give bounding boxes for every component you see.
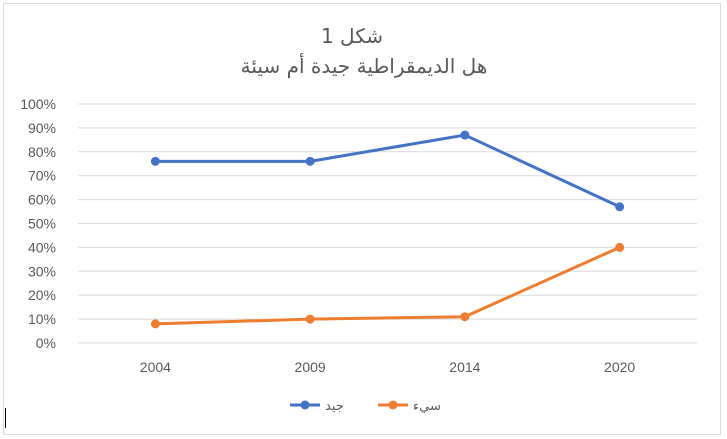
y-tick-label: 100% (20, 96, 56, 112)
chart-title: شكل 1 (321, 24, 383, 48)
data-point (150, 156, 160, 166)
x-tick-label: 2009 (295, 359, 326, 375)
y-tick-label: 40% (28, 239, 56, 255)
gridlines (78, 103, 697, 344)
data-point (305, 314, 315, 324)
legend-marker (300, 400, 310, 410)
data-point (615, 242, 625, 252)
chart-frame (3, 3, 721, 435)
x-tick-label: 2020 (604, 359, 635, 375)
legend-marker (388, 400, 398, 410)
y-tick-label: 60% (28, 192, 56, 208)
series-line-1 (153, 133, 622, 209)
x-tick-label: 2004 (140, 359, 171, 375)
legend-label: جيد (325, 399, 344, 414)
y-axis-ticks: 0% 10% 20% 30% 40% 50% 60% 70% 80% 90% 100% (20, 96, 56, 351)
legend: جيد سيء (290, 399, 441, 414)
y-tick-label: 20% (28, 287, 56, 303)
series-line-2 (153, 245, 622, 326)
data-point (460, 312, 470, 322)
y-tick-label: 80% (28, 144, 56, 160)
x-tick-label: 2014 (449, 359, 480, 375)
legend-label: سيء (413, 399, 441, 414)
y-tick-label: 70% (28, 168, 56, 184)
x-axis-ticks: 2004 2009 2014 2020 (140, 359, 636, 375)
data-point (460, 130, 470, 140)
data-point (615, 202, 625, 212)
y-tick-label: 90% (28, 120, 56, 136)
y-tick-label: 50% (28, 216, 56, 232)
y-tick-label: 30% (28, 263, 56, 279)
y-tick-label: 0% (36, 335, 56, 351)
y-tick-label: 10% (28, 311, 56, 327)
text-cursor (5, 408, 6, 428)
chart-subtitle: هل الديمقراطية جيدة أم سيئة (241, 53, 488, 78)
data-point (150, 319, 160, 329)
series-group (150, 130, 625, 329)
data-point (305, 156, 315, 166)
